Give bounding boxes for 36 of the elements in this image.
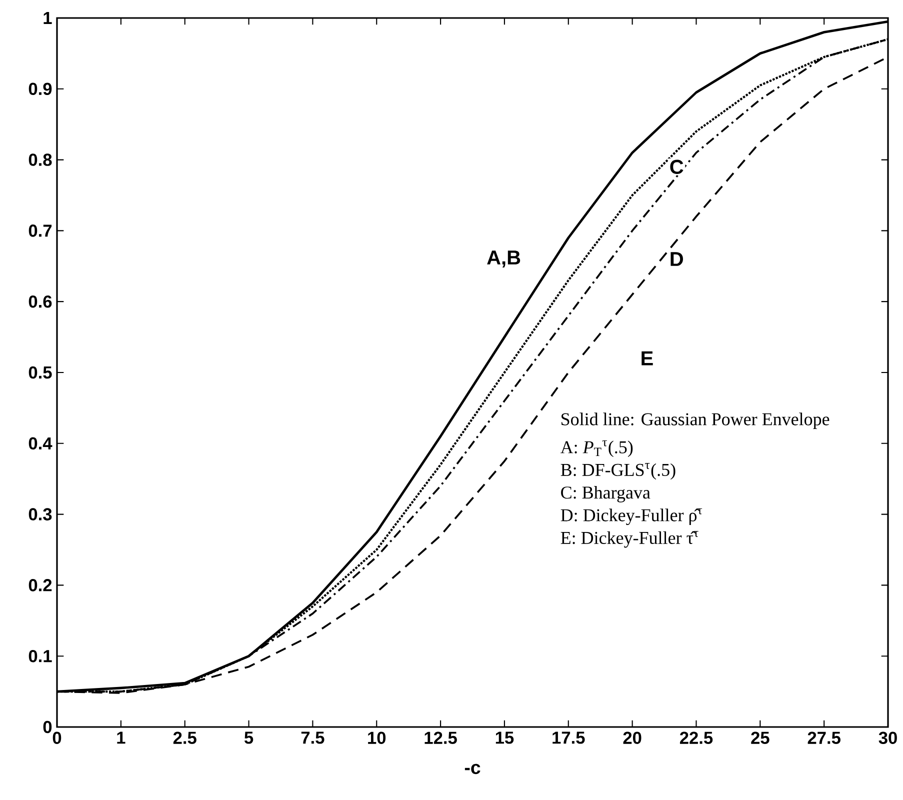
y-tick-label: 0.8 [28, 154, 52, 166]
annotation: C [670, 160, 684, 174]
annotation: C: Bhargava [561, 486, 650, 502]
x-tick-label: 12.5 [424, 732, 457, 744]
x-tick-label: 15 [496, 732, 514, 744]
annotation: B: DF-GLS$^{τ}$(.5) [560, 463, 676, 480]
x-tick-label: 17.5 [552, 732, 585, 744]
y-tick-label: 0.3 [28, 508, 52, 520]
annotation: E [642, 351, 653, 366]
x-tick-label: 25 [751, 732, 770, 744]
annotation: Solid line: Gaussian Power Envelope [562, 412, 830, 429]
y-tick-label: 0.6 [28, 295, 52, 308]
x-tick-label: 27.5 [808, 732, 840, 744]
x-tick-label: 7.5 [301, 732, 324, 744]
y-tick-label: 0.7 [28, 224, 52, 237]
annotation: A,B [487, 250, 520, 268]
y-tick-label: 1 [44, 12, 52, 24]
annotation: D: Dickey-Fuller ρ̂$^{τ}$ [560, 508, 702, 526]
y-tick-label: 0.5 [28, 366, 52, 379]
y-tick-label: 0 [43, 720, 52, 734]
x-tick-label: 30 [878, 732, 897, 744]
annotation: A: P$_{T}$$^{τ}$(.5) [560, 440, 633, 457]
x-tick-label: 5 [244, 732, 254, 744]
x-tick-label: 20 [623, 732, 642, 744]
annotation: E: Dickey-Fuller τ̂$^{τ}$ [560, 531, 698, 548]
x-tick-label: 2.5 [173, 732, 196, 744]
y-tick-label: 0.4 [28, 437, 52, 450]
y-tick-label: 0.2 [28, 579, 52, 592]
x-tick-label: 10 [368, 732, 386, 744]
y-tick-label: 0.1 [28, 650, 52, 662]
x-axis-title: -c [464, 764, 480, 774]
x-tick-label: 1 [117, 732, 126, 744]
x-tick-label: 22.5 [680, 732, 713, 744]
x-tick-label: 0 [52, 732, 62, 744]
annotation: D [670, 252, 683, 266]
y-tick-label: 0.9 [28, 82, 52, 96]
